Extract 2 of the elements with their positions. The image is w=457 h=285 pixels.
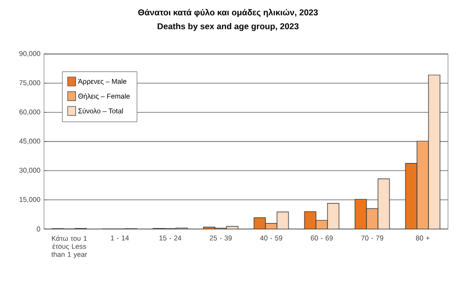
chart-title: Θάνατοι κατά φύλο και ομάδες ηλικιών, 2023 <box>138 8 318 18</box>
chart-subtitle: Deaths by sex and age group, 2023 <box>158 23 299 31</box>
